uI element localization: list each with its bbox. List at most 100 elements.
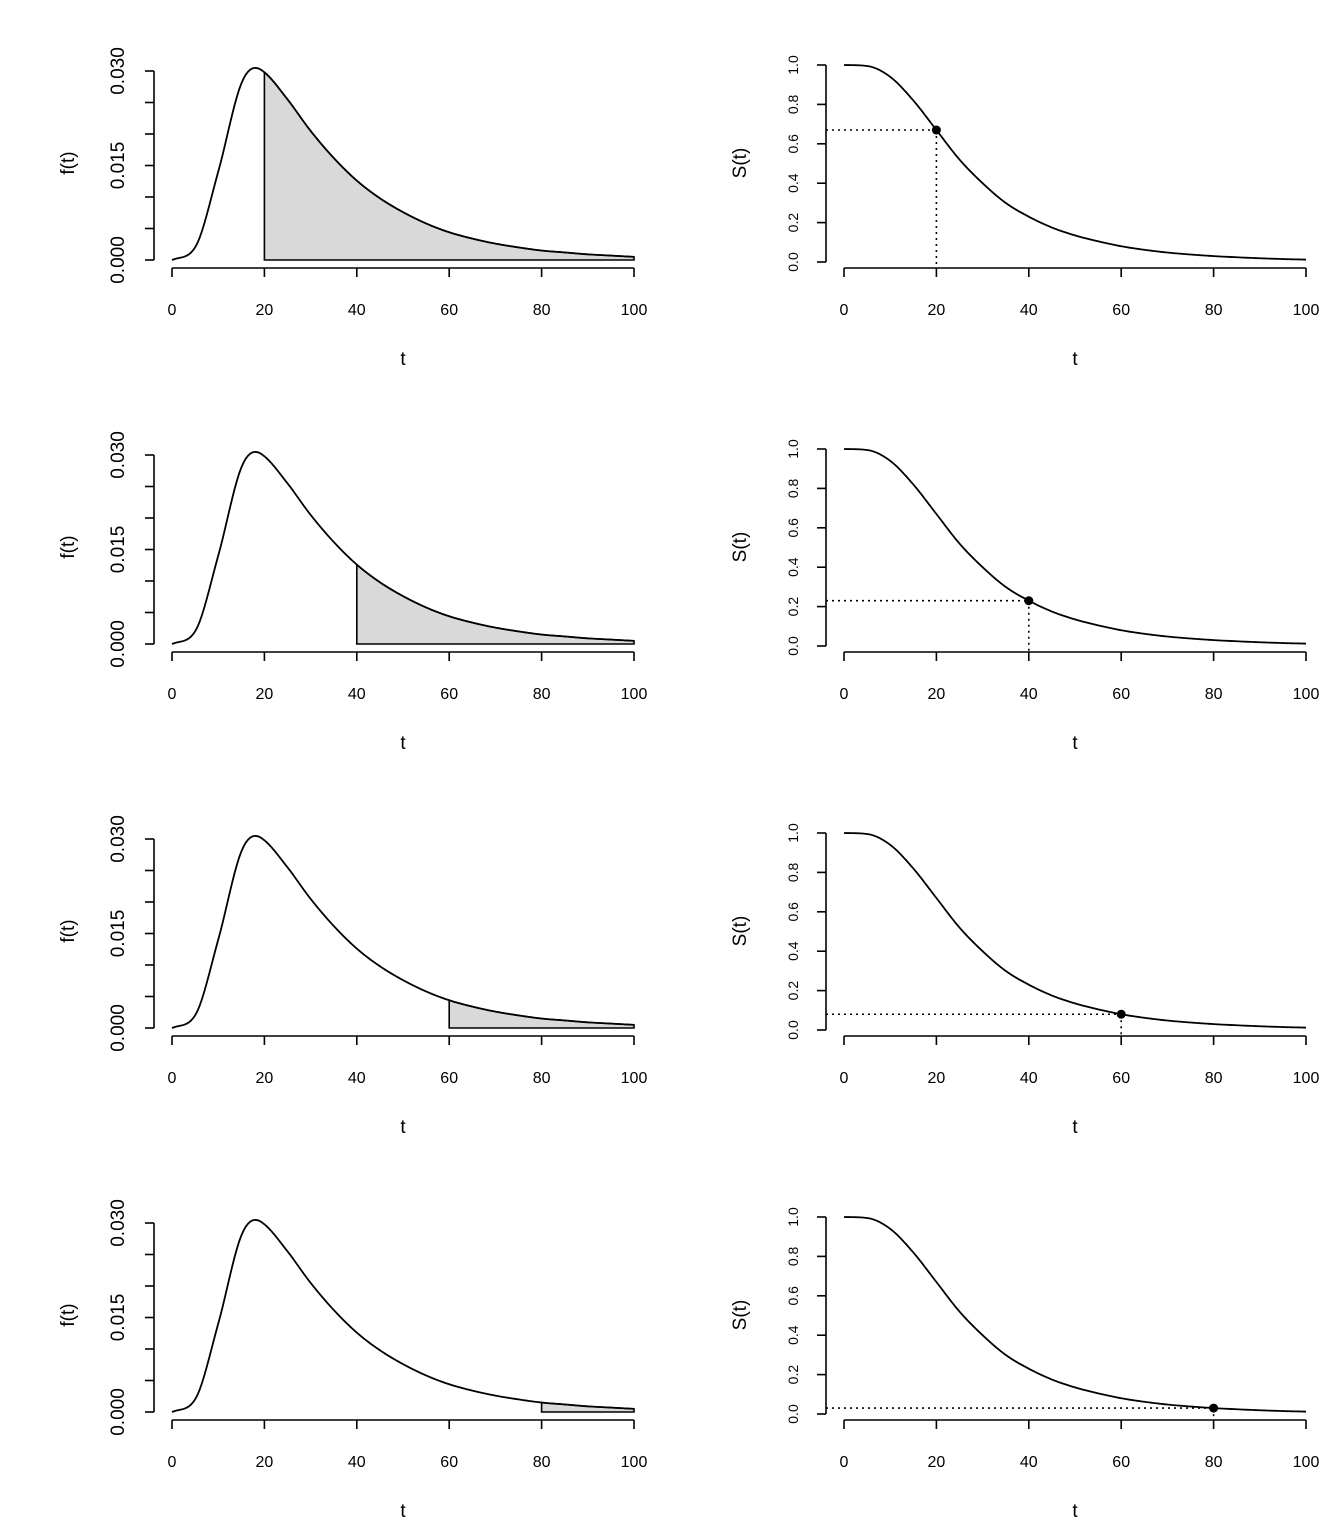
density-panel-3: 0 20 40 60 80 100 t 0.000 0.015 0.030 f(t) xyxy=(58,815,647,1138)
x-tick-label: 60 xyxy=(440,1070,458,1087)
x-tick-label: 60 xyxy=(1112,302,1130,319)
y-axis-title: S(t) xyxy=(730,1300,751,1331)
y-tick-label: 0.6 xyxy=(785,902,801,922)
x-tick-label: 0 xyxy=(840,1070,849,1087)
y-tick-label: 0.8 xyxy=(785,1246,801,1266)
y-tick-label: 0.000 xyxy=(108,620,129,668)
x-tick-label: 20 xyxy=(256,1070,274,1087)
x-tick-label: 100 xyxy=(621,1454,648,1471)
y-tick-label: 0.8 xyxy=(785,478,801,498)
x-tick-label: 40 xyxy=(348,1454,366,1471)
x-tick-label: 60 xyxy=(440,1454,458,1471)
y-axis-title: S(t) xyxy=(730,148,751,179)
x-tick-label: 40 xyxy=(1020,1070,1038,1087)
x-axis-title: t xyxy=(400,1117,406,1138)
x-tick-label: 40 xyxy=(348,686,366,703)
x-tick-label: 100 xyxy=(621,302,648,319)
y-tick-label: 0.6 xyxy=(785,518,801,538)
y-tick-label: 0.2 xyxy=(785,1365,801,1385)
y-tick-label: 0.2 xyxy=(785,597,801,617)
density-curve xyxy=(171,1218,635,1413)
y-tick-label: 0.030 xyxy=(108,431,129,479)
x-tick-label: 40 xyxy=(1020,686,1038,703)
y-tick-label: 0.8 xyxy=(785,862,801,882)
y-axis-title: f(t) xyxy=(58,151,79,174)
marked-point xyxy=(931,125,941,135)
x-tick-label: 100 xyxy=(1293,1070,1320,1087)
x-tick-label: 40 xyxy=(1020,302,1038,319)
y-axis-title: S(t) xyxy=(730,532,751,563)
x-tick-label: 20 xyxy=(928,302,946,319)
y-tick-label: 0.000 xyxy=(108,1388,129,1436)
survival-panel-4: 0 20 40 60 80 100 t 0.0 0.2 0.4 0.6 0.8 1.0 S(t) xyxy=(730,1207,1319,1522)
x-axis-title: t xyxy=(1072,349,1078,370)
x-axis-title: t xyxy=(400,349,406,370)
y-tick-label: 0.2 xyxy=(785,213,801,233)
y-tick-label: 0.0 xyxy=(785,252,801,272)
y-tick-label: 1.0 xyxy=(785,55,801,75)
density-panel-1: 0 20 40 60 80 100 t 0.000 0.015 0.030 f(t) xyxy=(58,47,647,370)
x-tick-label: 40 xyxy=(348,1070,366,1087)
survival-panel-3: 0 20 40 60 80 100 t 0.0 0.2 0.4 0.6 0.8 1.0 S(t) xyxy=(730,823,1319,1138)
x-tick-label: 100 xyxy=(621,686,648,703)
x-tick-label: 20 xyxy=(928,686,946,703)
x-tick-label: 20 xyxy=(928,1454,946,1471)
x-tick-label: 20 xyxy=(256,302,274,319)
y-tick-label: 0.0 xyxy=(785,1020,801,1040)
density-curve xyxy=(171,834,635,1029)
y-tick-label: 0.4 xyxy=(785,1325,801,1345)
y-tick-label: 0.0 xyxy=(785,1404,801,1424)
y-tick-label: 0.015 xyxy=(108,526,129,574)
x-tick-label: 100 xyxy=(1293,302,1320,319)
y-tick-label: 0.015 xyxy=(108,910,129,958)
y-tick-label: 0.015 xyxy=(108,142,129,190)
y-tick-label: 0.4 xyxy=(785,173,801,193)
y-tick-label: 0.030 xyxy=(108,1199,129,1247)
x-tick-label: 60 xyxy=(440,302,458,319)
marked-point xyxy=(1116,1009,1126,1019)
y-tick-label: 0.0 xyxy=(785,636,801,656)
y-axis-title: f(t) xyxy=(58,535,79,558)
x-tick-label: 0 xyxy=(168,686,177,703)
x-tick-label: 0 xyxy=(168,302,177,319)
x-tick-label: 80 xyxy=(533,1454,551,1471)
survival-panel-2: 0 20 40 60 80 100 t 0.0 0.2 0.4 0.6 0.8 1.0 S(t) xyxy=(730,439,1319,754)
y-tick-label: 0.000 xyxy=(108,1004,129,1052)
y-tick-label: 0.030 xyxy=(108,47,129,95)
survival-curve xyxy=(843,448,1307,645)
x-tick-label: 0 xyxy=(840,1454,849,1471)
x-axis-title: t xyxy=(1072,733,1078,754)
y-tick-label: 0.015 xyxy=(108,1294,129,1342)
marked-point xyxy=(1024,596,1034,606)
x-tick-label: 0 xyxy=(168,1454,177,1471)
x-tick-label: 100 xyxy=(1293,686,1320,703)
x-tick-label: 80 xyxy=(533,1070,551,1087)
shaded-tail-area xyxy=(356,562,635,645)
x-tick-label: 20 xyxy=(256,1454,274,1471)
x-tick-label: 60 xyxy=(1112,686,1130,703)
x-tick-label: 40 xyxy=(1020,1454,1038,1471)
marked-point xyxy=(1209,1403,1219,1413)
x-tick-label: 0 xyxy=(840,686,849,703)
y-tick-label: 0.6 xyxy=(785,134,801,154)
y-axis-title: f(t) xyxy=(58,1303,79,1326)
x-tick-label: 20 xyxy=(256,686,274,703)
x-axis-title: t xyxy=(400,1501,406,1522)
survival-curve xyxy=(843,832,1307,1029)
x-axis-title: t xyxy=(1072,1117,1078,1138)
x-tick-label: 80 xyxy=(1205,1454,1223,1471)
y-tick-label: 1.0 xyxy=(785,823,801,843)
y-tick-label: 0.4 xyxy=(785,557,801,577)
y-tick-label: 0.4 xyxy=(785,941,801,961)
x-tick-label: 0 xyxy=(168,1070,177,1087)
y-tick-label: 1.0 xyxy=(785,1207,801,1227)
x-tick-label: 100 xyxy=(621,1070,648,1087)
y-tick-label: 0.030 xyxy=(108,815,129,863)
x-tick-label: 60 xyxy=(1112,1070,1130,1087)
density-panel-4: 0 20 40 60 80 100 t 0.000 0.015 0.030 f(t) xyxy=(58,1199,647,1522)
density-curve xyxy=(171,450,635,645)
x-tick-label: 100 xyxy=(1293,1454,1320,1471)
x-tick-label: 80 xyxy=(1205,1070,1223,1087)
x-axis-title: t xyxy=(400,733,406,754)
x-tick-label: 80 xyxy=(533,686,551,703)
